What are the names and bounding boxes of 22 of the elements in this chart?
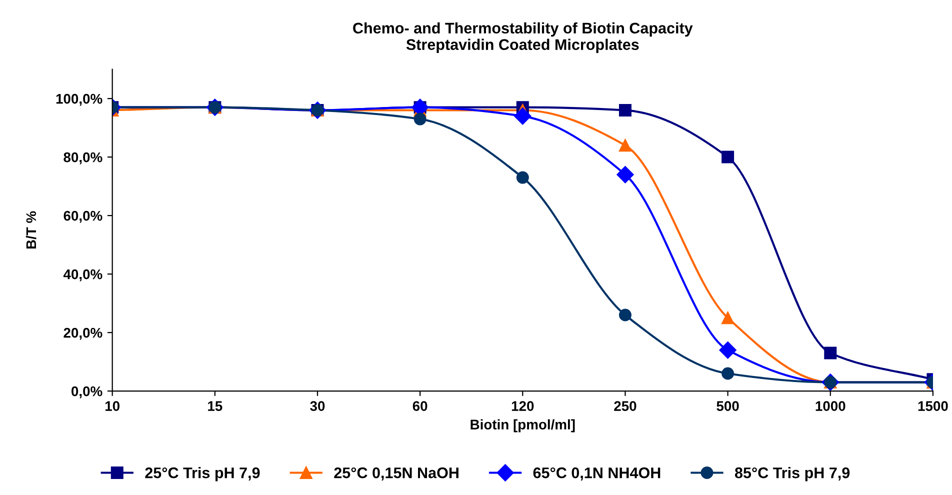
x-tick-label: 500 (716, 401, 739, 411)
y-tick-label: 20,0% (64, 328, 102, 340)
x-tick-label: 250 (614, 401, 636, 411)
y-tick-label: 40,0% (63, 269, 102, 282)
y-tick-label: 80,0% (64, 152, 102, 164)
legend-label: 25°C 0,15N NaOH (334, 467, 458, 480)
x-tick-label: 120 (512, 401, 534, 411)
legend-label: 85°C Tris pH 7,9 (734, 467, 850, 482)
legend-label: 25°C Tris pH 7,9 (145, 467, 260, 482)
y-tick-label: 100,0% (56, 94, 102, 106)
y-tick-label: 0,0% (72, 386, 102, 398)
x-tick-label: 1000 (816, 401, 846, 411)
chart-title: Chemo- and Thermostability of Biotin Capacity Streptavidin Coated Microplates (353, 22, 693, 54)
x-tick-label: 1500 (918, 401, 948, 411)
x-axis-title: Biotin [pmol/ml] (470, 419, 575, 432)
x-tick-label: 30 (310, 401, 325, 411)
x-tick-label: 15 (208, 401, 222, 411)
legend-label: 65°C 0,1N NH4OH (533, 467, 660, 480)
x-tick-label: 60 (412, 401, 428, 411)
y-tick-label: 60,0% (64, 210, 102, 223)
x-tick-label: 10 (105, 401, 120, 411)
y-axis-title: B/T % (26, 211, 36, 249)
